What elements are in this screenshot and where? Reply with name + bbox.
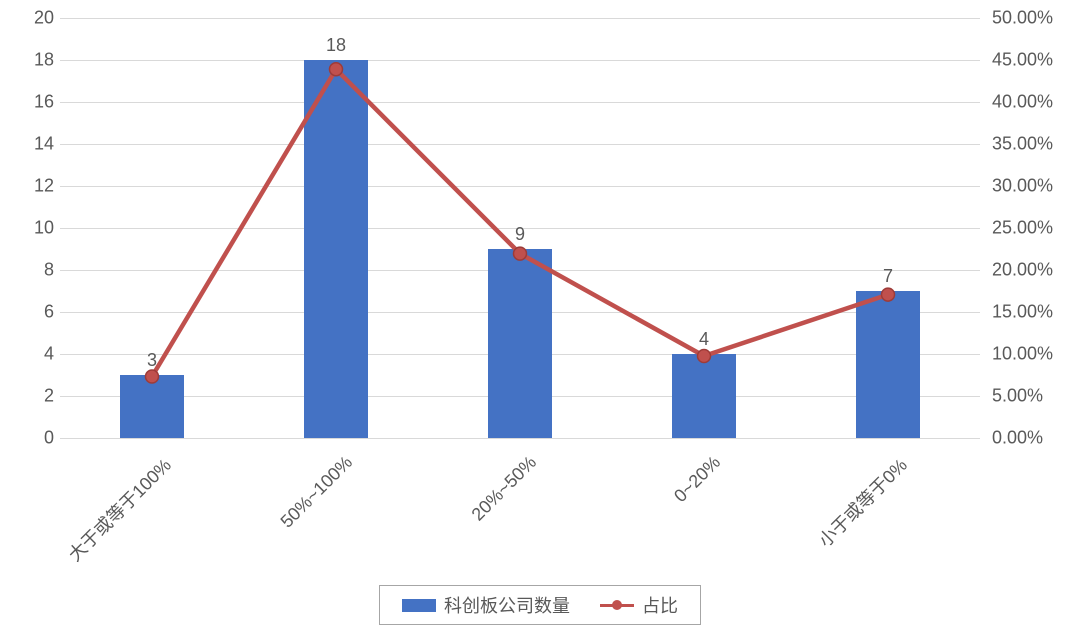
bar-value-label: 9: [515, 224, 525, 245]
y-left-tick: 18: [8, 50, 54, 71]
y-right-tick: 10.00%: [992, 344, 1053, 365]
gridline: [60, 144, 980, 145]
x-tick: 50%~100%: [236, 452, 357, 573]
x-tick: 0~20%: [604, 452, 725, 573]
bar: [120, 375, 184, 438]
y-left-tick: 20: [8, 8, 54, 29]
legend-item: 科创板公司数量: [402, 592, 570, 618]
y-left-tick: 6: [8, 302, 54, 323]
y-right-tick: 25.00%: [992, 218, 1053, 239]
legend-label: 占比: [642, 592, 678, 618]
x-tick: 大于或等于100%: [52, 452, 176, 576]
gridline: [60, 438, 980, 439]
y-right-tick: 20.00%: [992, 260, 1053, 281]
y-left-tick: 16: [8, 92, 54, 113]
gridline: [60, 186, 980, 187]
legend-item: 占比: [600, 592, 678, 618]
y-right-tick: 5.00%: [992, 386, 1043, 407]
bar-value-label: 18: [326, 35, 346, 56]
bar-value-label: 4: [699, 329, 709, 350]
y-right-tick: 40.00%: [992, 92, 1053, 113]
bar: [672, 354, 736, 438]
y-right-tick: 50.00%: [992, 8, 1053, 29]
x-tick: 20%~50%: [420, 452, 541, 573]
bar: [488, 249, 552, 438]
x-tick: 小于或等于0%: [788, 452, 912, 576]
legend: 科创板公司数量 占比: [379, 585, 701, 625]
y-left-tick: 12: [8, 176, 54, 197]
bar: [856, 291, 920, 438]
y-right-tick: 45.00%: [992, 50, 1053, 71]
y-left-tick: 4: [8, 344, 54, 365]
y-right-tick: 0.00%: [992, 428, 1043, 449]
gridline: [60, 18, 980, 19]
gridline: [60, 102, 980, 103]
gridline: [60, 60, 980, 61]
combo-chart: 科创板公司数量占比 00.00%25.00%410.00%615.00%820.…: [0, 0, 1080, 641]
y-left-tick: 8: [8, 260, 54, 281]
y-right-tick: 30.00%: [992, 176, 1053, 197]
legend-swatch-bar: [402, 599, 436, 612]
y-left-tick: 0: [8, 428, 54, 449]
y-left-tick: 2: [8, 386, 54, 407]
legend-label: 科创板公司数量: [444, 592, 570, 618]
legend-swatch-line: [600, 604, 634, 607]
y-right-tick: 15.00%: [992, 302, 1053, 323]
bar: [304, 60, 368, 438]
y-right-tick: 35.00%: [992, 134, 1053, 155]
bar-value-label: 3: [147, 350, 157, 371]
y-left-tick: 14: [8, 134, 54, 155]
bar-value-label: 7: [883, 266, 893, 287]
y-left-tick: 10: [8, 218, 54, 239]
